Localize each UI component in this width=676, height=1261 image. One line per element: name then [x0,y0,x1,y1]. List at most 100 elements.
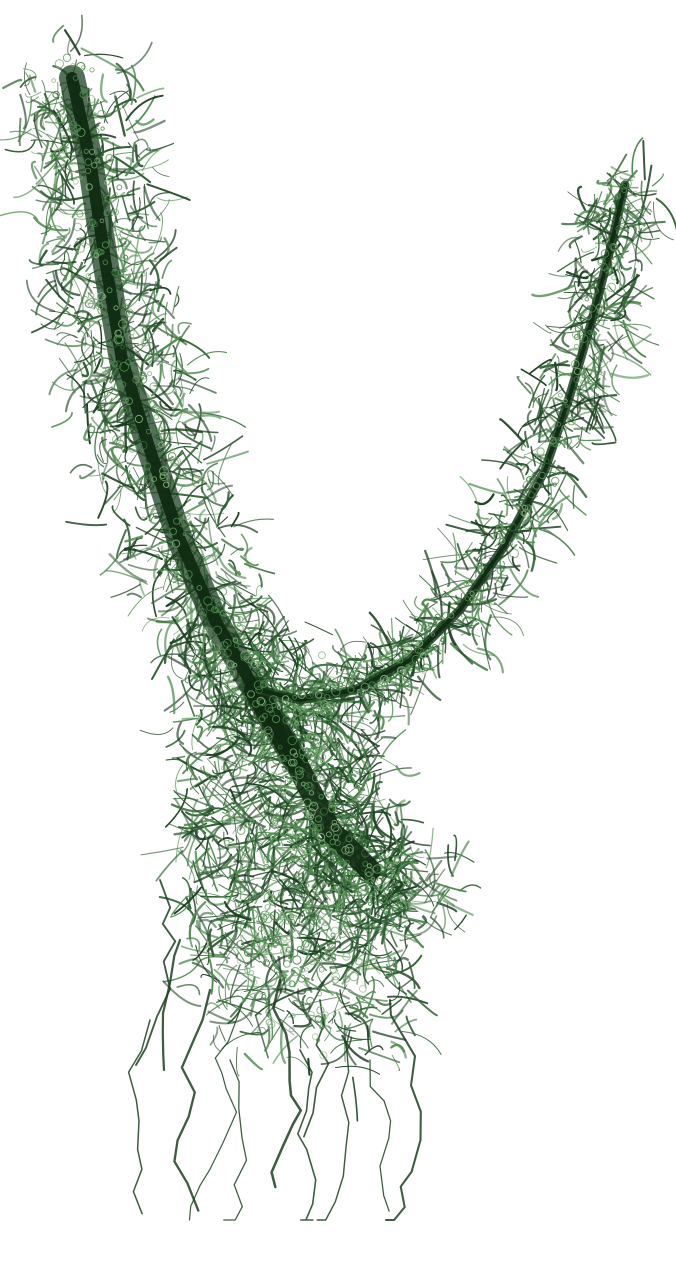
filament-bead [113,334,124,345]
filament-fiber [267,637,280,669]
filament-fiber [146,142,175,151]
filament-bead [257,660,267,670]
filament-fiber [269,952,287,993]
filament-fiber [203,435,244,461]
filament-bead [494,527,502,535]
filament-bead [79,90,88,99]
filament-bead [354,957,363,966]
filament-fiber [125,95,156,132]
filament-bead [556,421,562,427]
filament-bead [145,428,152,435]
filament-fiber [138,322,163,328]
filament-fiber [313,861,326,881]
filament-fiber [94,428,105,468]
filament-bead [102,294,107,299]
filament-fiber [359,793,385,812]
filament-fiber [239,802,263,831]
filament-bead [143,462,151,470]
filament-bead [271,819,279,827]
filament-bead [260,753,265,758]
filament-bead [628,204,633,209]
filament-fiber [345,774,370,806]
filament-bead [283,960,291,968]
filament-fiber [251,1011,269,1034]
filament-bead [196,585,203,591]
filament-fiber [172,285,180,315]
filament-fiber [195,885,198,905]
filament-bead [367,878,375,886]
filament-bead [243,947,254,957]
filament-fiber [515,462,530,476]
filament-fiber [546,471,579,481]
filament-fiber [37,101,62,116]
filament-fiber [393,879,413,900]
filament-bead [247,909,258,920]
filament-fiber [211,787,242,819]
filament-fiber [215,668,222,710]
filament-bead [280,948,287,955]
filament-bead [225,694,234,703]
filament-bead [303,852,309,857]
filament-fiber [228,562,242,576]
filament-fiber [202,768,238,796]
filament-fiber [351,1076,359,1122]
filament-fiber [201,801,234,817]
filament-fiber [211,816,229,835]
filament-fiber [351,1001,375,1008]
filament-bead [52,90,60,99]
filament-bead [324,948,334,958]
filament-bead [405,664,411,669]
filament-fiber [80,47,120,70]
filament-bead [228,669,235,677]
filament-bead [540,462,545,468]
filament-fiber [159,386,175,395]
filament-bead [292,694,298,700]
filament-bead [55,115,64,124]
filament-bead [256,831,262,837]
filament-fiber [172,717,197,723]
filament-bead [252,727,260,734]
filament-fiber [554,509,569,532]
filament-fiber [224,801,231,824]
filament-fiber [520,434,532,451]
filament-fiber [97,480,109,519]
filament-bead [522,480,533,491]
filament-fiber [153,228,177,261]
filament-fiber [340,749,371,775]
filament-bead [507,522,517,532]
filament-fiber [209,1026,219,1046]
filament-fiber [149,286,172,295]
filament-bead [149,382,158,391]
filament-fiber [182,748,210,775]
filament-bead [573,334,580,340]
filament-fiber [360,691,370,713]
filament-bead [282,766,289,773]
filament-fiber [366,812,383,849]
filament-fiber [363,688,406,695]
filament-fiber [369,682,382,722]
filament-fiber [35,113,43,138]
filament-fiber [441,905,446,931]
filament-bead [548,436,557,445]
filament-fiber [260,924,265,942]
filament-fiber [204,867,224,879]
filament-bead [274,685,280,692]
filament-bead [322,855,328,862]
filament-fiber [51,412,73,428]
filament-fiber [347,775,367,804]
filament-fiber [163,678,199,712]
filament-fiber [223,901,252,921]
filament-fiber [153,360,195,380]
filament-fiber [592,234,600,260]
filament-bead [249,818,255,824]
filament-bead [427,621,434,628]
filament-bead [331,926,340,935]
filament-bead [312,837,320,845]
filament-fiber [456,543,469,571]
filament-bead [309,958,316,965]
filament-bead [54,59,65,69]
filament-fiber [360,729,381,755]
filament-bead [621,187,628,194]
filament-bead [316,960,322,967]
filament-fiber [263,808,306,817]
